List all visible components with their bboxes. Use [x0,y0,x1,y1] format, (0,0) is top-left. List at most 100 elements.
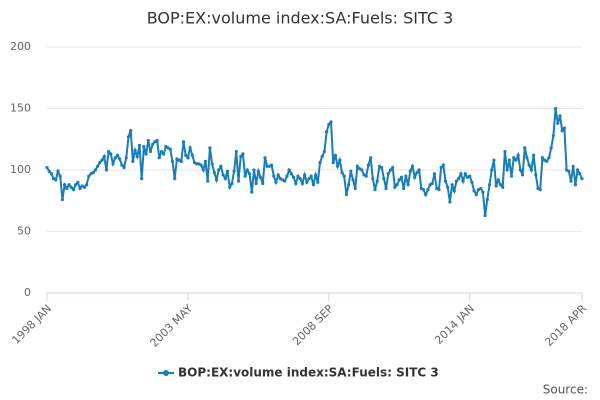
data-point [344,193,349,197]
data-point [349,169,353,173]
data-point [567,169,571,173]
data-point [87,174,91,178]
data-point [258,175,263,179]
data-point [479,186,483,191]
data-point [111,162,115,166]
data-point [380,165,384,170]
data-point [490,168,494,172]
data-point [443,179,448,183]
data-point [296,174,300,178]
data-point [474,193,478,197]
data-point [113,156,117,160]
data-point [525,156,529,160]
data-point [575,168,580,172]
data-point [252,168,256,172]
data-point [102,154,106,159]
data-point [305,180,309,184]
data-point [300,181,304,186]
data-point [399,175,404,179]
data-point [210,162,214,166]
data-point [388,168,393,172]
data-point [225,169,230,173]
data-point [463,172,467,176]
data-point [329,120,333,124]
data-point [573,183,577,187]
data-point [391,165,395,170]
data-point [448,200,452,204]
x-tick-label: 2014 JAN [432,302,477,347]
data-point [340,170,344,175]
chart-title: BOP:EX:volume index:SA:Fuels: SITC 3 [147,9,454,28]
data-point [494,184,498,188]
data-point [58,174,62,178]
data-point [285,174,289,178]
data-point [212,170,216,175]
data-point [142,145,146,149]
data-point [531,153,536,157]
data-point [355,164,360,168]
data-point [129,129,133,133]
data-point [109,152,113,156]
data-point [333,153,338,157]
data-point [408,169,412,173]
data-point [234,149,238,154]
data-point [201,168,205,172]
data-point [228,185,232,189]
data-point [241,152,245,156]
data-point [120,163,124,167]
data-point [69,185,73,189]
data-point [291,175,296,179]
data-point [144,152,148,156]
y-tick-label: 100 [10,163,31,176]
data-point [507,158,511,162]
data-point [289,172,293,176]
data-point [199,163,203,167]
data-point [571,164,575,168]
data-point [78,186,82,191]
data-point [393,185,397,189]
data-point [298,177,302,181]
data-point [481,190,485,194]
data-point [316,180,320,184]
data-point [170,159,175,163]
data-point [118,157,122,161]
data-point [208,146,212,150]
data-point [214,178,219,182]
data-point [558,114,562,118]
data-point [430,181,434,186]
y-tick-label: 0 [24,286,31,299]
data-point [107,149,111,154]
data-point [538,188,542,192]
data-point [155,138,159,143]
data-point [221,173,225,177]
data-point [523,146,527,150]
data-line [46,108,583,216]
data-point [424,193,428,197]
x-tick-label: 2008 SEP [290,302,336,348]
data-point [386,172,390,176]
data-point [404,174,408,178]
data-point [56,169,60,173]
data-point [190,153,194,157]
data-point [157,156,161,160]
data-point [384,186,388,191]
data-point [162,152,166,156]
x-tick-label: 2018 APR [542,302,589,349]
data-point [450,183,454,187]
data-point [195,162,199,166]
data-point [347,183,351,187]
data-point [263,156,267,160]
data-point [115,153,120,157]
data-point [437,188,441,192]
data-point [151,142,155,146]
data-point [287,168,291,172]
data-point [265,164,269,168]
data-point [410,164,415,168]
data-point [406,183,410,187]
data-point [98,161,102,165]
legend-marker [163,370,169,376]
data-point [439,165,443,170]
data-point [203,159,208,163]
data-point [49,172,54,176]
data-point [505,168,509,172]
